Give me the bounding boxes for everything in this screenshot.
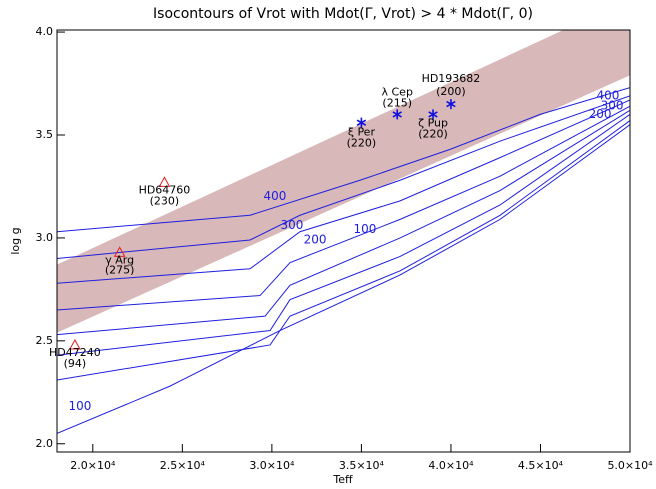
chart-title: Isocontours of Vrot with Mdot(Γ, Vrot) >…: [153, 6, 533, 22]
star-vrot: (220): [418, 127, 448, 140]
plot-frame: [56, 29, 631, 453]
star-name: ξ Per: [348, 126, 376, 139]
asterisk-stroke: [446, 100, 456, 108]
x-tick-label: 4.0×10⁴: [428, 459, 474, 472]
star-name: HD64760: [139, 183, 191, 196]
asterisk-marker: [446, 99, 456, 110]
star-vrot: (215): [382, 96, 412, 109]
triangle-marker: [113, 246, 126, 257]
star-vrot: (94): [64, 357, 87, 370]
star-name: ζ Pup: [418, 116, 448, 129]
asterisk-marker: [356, 117, 367, 128]
contour-label: 300: [601, 99, 624, 113]
triangle-marker: [69, 338, 81, 350]
asterisk-stroke: [428, 111, 438, 118]
contour-label: 400: [597, 88, 620, 102]
star-name: γ Arg: [105, 253, 134, 266]
y-tick-label: 3.5: [36, 128, 54, 141]
asterisk-stroke: [392, 111, 402, 118]
band: [57, 30, 630, 333]
star-vrot: (230): [150, 194, 180, 207]
asterisk-marker: [428, 109, 438, 120]
contour-line: [57, 124, 630, 434]
contour-line: [57, 105, 630, 311]
contour-line: [57, 95, 630, 259]
y-tick-label: 3.0: [36, 231, 54, 244]
contour-label: 200: [304, 232, 327, 246]
contour-line: [57, 109, 630, 336]
contour-label: 200: [589, 107, 612, 121]
plot-area: [57, 30, 630, 434]
star-name: HD47240: [49, 346, 101, 359]
x-tick-label: 2.0×10⁴: [70, 459, 116, 472]
x-tick-label: 3.0×10⁴: [249, 459, 295, 472]
contour-line: [57, 87, 630, 233]
x-tick-label: 3.5×10⁴: [339, 459, 385, 472]
star-name: λ Cep: [382, 85, 413, 98]
triangle-marker: [158, 176, 171, 187]
star-vrot: (275): [105, 263, 135, 276]
contour-line: [57, 113, 630, 356]
y-tick-label: 2.5: [36, 334, 54, 347]
contour-line: [57, 99, 630, 284]
contour-line: [57, 120, 630, 381]
x-tick-label: 5.0×10⁴: [607, 459, 653, 472]
contour-label: 100: [354, 222, 377, 236]
star-vrot: (220): [347, 137, 377, 150]
x-tick-label: 4.5×10⁴: [518, 459, 564, 472]
contour-label: 400: [263, 189, 286, 203]
asterisk-stroke: [356, 119, 367, 126]
y-tick-label: 4.0: [36, 25, 54, 38]
y-tick-label: 2.0: [36, 437, 54, 450]
asterisk-marker: [392, 109, 402, 120]
x-axis-label: Teff: [332, 473, 353, 486]
star-name: HD193682: [422, 72, 481, 85]
star-vrot: (200): [436, 85, 466, 98]
contour-label: 300: [280, 218, 303, 232]
x-tick-label: 2.5×10⁴: [160, 459, 206, 472]
contour-label: 100: [68, 399, 91, 413]
y-axis-label: log g: [9, 227, 22, 254]
